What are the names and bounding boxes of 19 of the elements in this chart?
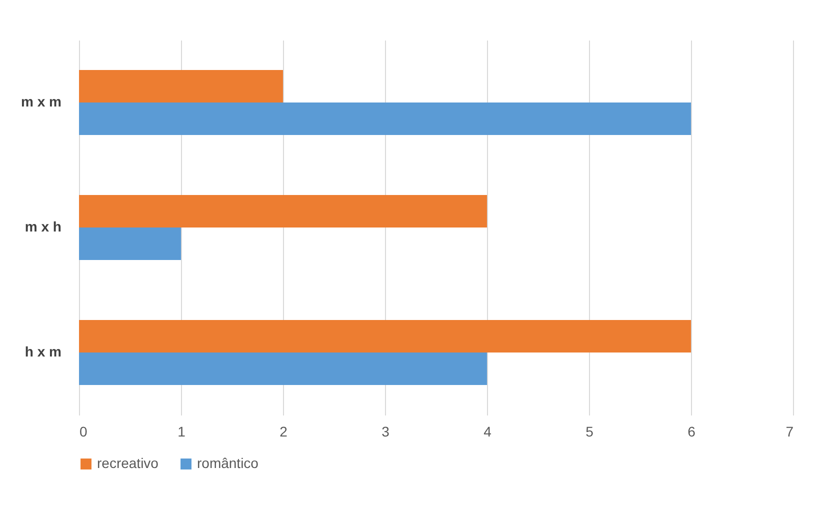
y-tick-label: h x m	[24, 344, 62, 360]
x-tick-label: 3	[382, 424, 390, 440]
bar	[79, 70, 283, 102]
x-tick-label: 1	[178, 424, 186, 440]
bar	[79, 352, 487, 385]
bar	[79, 195, 487, 228]
bar	[79, 320, 691, 352]
x-tick-label: 2	[280, 424, 288, 440]
x-tick-label: 0	[80, 424, 88, 440]
x-tick-label: 4	[484, 424, 492, 440]
x-tick-label: 5	[586, 424, 594, 440]
x-tick-label: 6	[688, 424, 696, 440]
x-tick-label: 7	[786, 424, 794, 440]
bar	[79, 228, 181, 260]
legend-label: romântico	[197, 455, 259, 471]
bar	[79, 102, 691, 135]
legend-label: recreativo	[97, 455, 159, 471]
y-tick-label: m x m	[21, 94, 62, 110]
y-tick-label: m x h	[24, 218, 62, 234]
